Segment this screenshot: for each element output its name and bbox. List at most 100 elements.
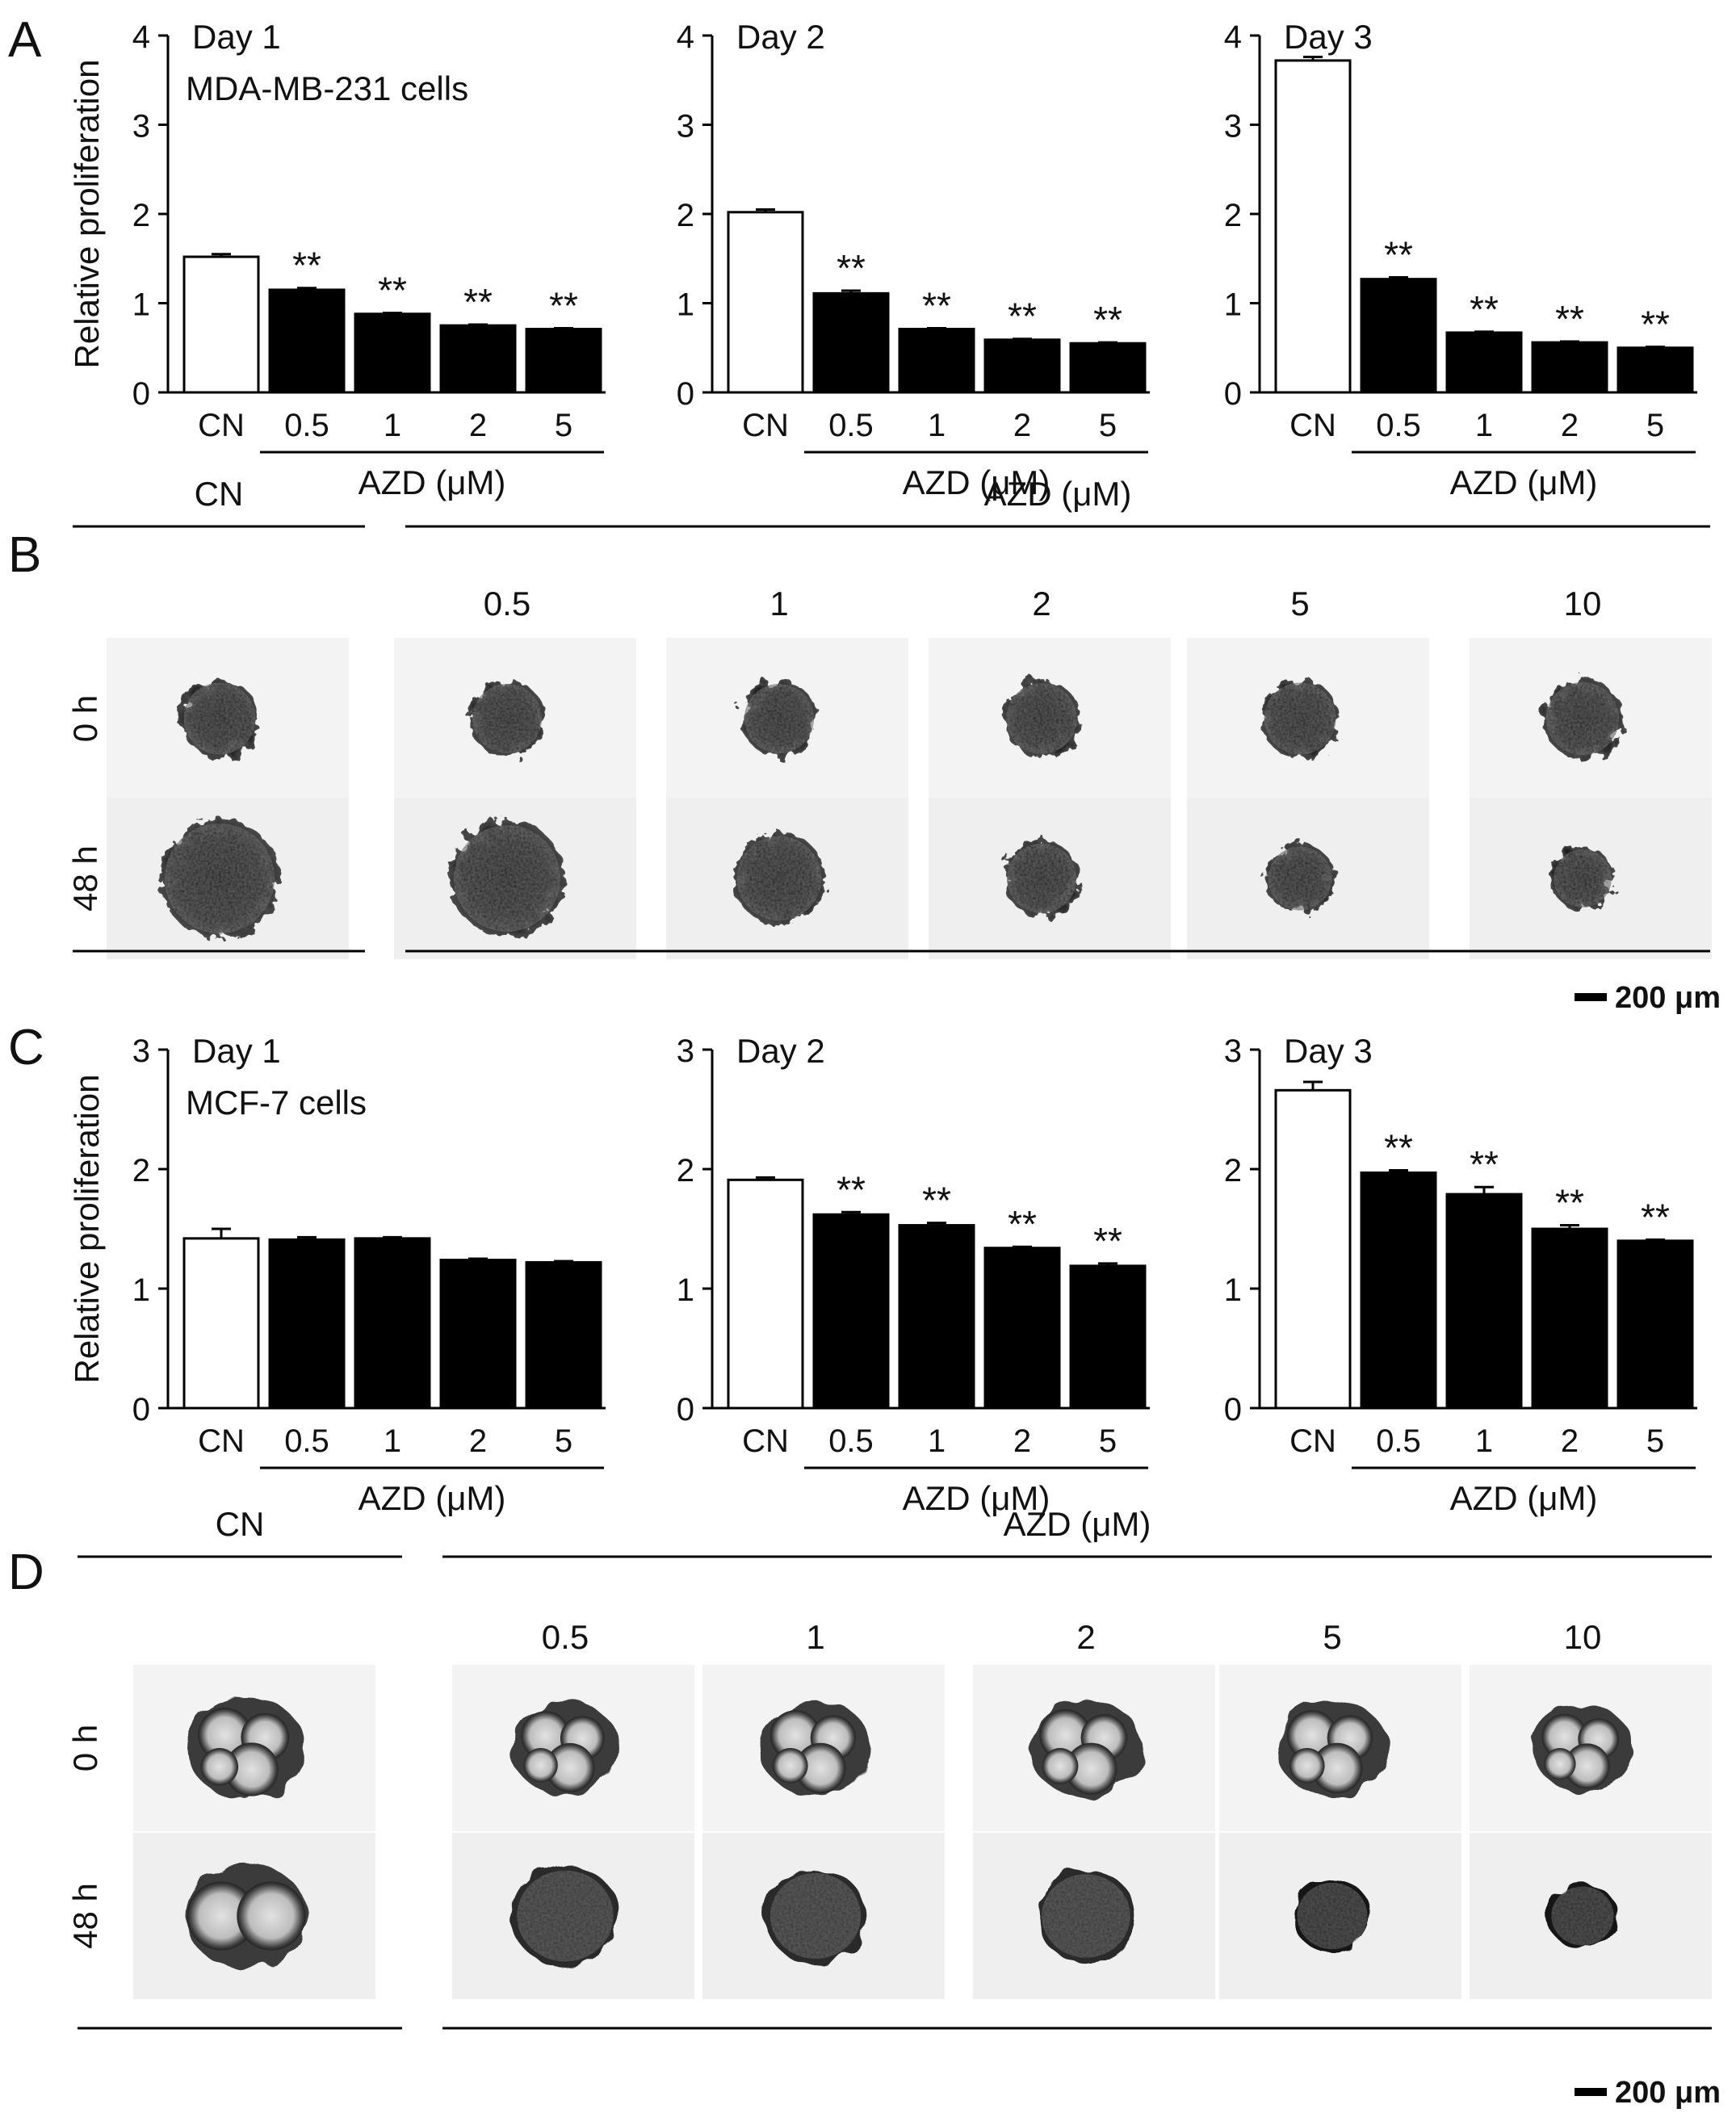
spheroid-texture [1042, 1874, 1130, 1958]
chart-subtitle: MCF-7 cells [186, 1084, 367, 1121]
bar [727, 211, 804, 394]
bar [268, 288, 346, 394]
x-tick-label: 1 [928, 1423, 946, 1459]
spheroid-texture [1297, 1882, 1368, 1950]
x-tick-label: 2 [1013, 1423, 1031, 1459]
significance-label: ** [1093, 299, 1122, 341]
x-tick-label: 5 [1099, 1423, 1117, 1459]
x-tick-label: CN [198, 408, 245, 443]
spheroid-texture [453, 824, 561, 933]
spheroid-image-panels: CN AZD (μM) 0.5 1 2 5 1 0 0 h 48 h 200 μm CN AZD (μM… [66, 475, 1721, 2110]
significance-label: ** [1470, 288, 1499, 330]
scale-bar-label: 200 μm [1615, 981, 1721, 1015]
x-axis-label: AZD (μM) [903, 1479, 1050, 1517]
significance-label: ** [1470, 1143, 1499, 1185]
bar [1069, 342, 1147, 394]
spheroid-lobe [795, 1742, 846, 1794]
significance-label: ** [1384, 1126, 1413, 1168]
x-tick-label: 2 [469, 408, 487, 443]
significance-label: ** [549, 284, 578, 326]
chart-c-1: 0 1 2 3 CN 0.5 1 2 5 AZD (μM) Day 1 MCF-7 cells Rela… [68, 1032, 606, 1517]
y-tick-label: 1 [1224, 287, 1242, 323]
bar [1531, 341, 1608, 394]
bar [354, 1237, 431, 1410]
x-tick-label: 1 [384, 1423, 401, 1459]
y-tick-label: 3 [677, 109, 694, 145]
spheroid-texture [1545, 681, 1620, 756]
spheroid-texture [744, 683, 815, 754]
y-tick-label: 3 [132, 109, 150, 145]
y-tick-label: 3 [1224, 1033, 1242, 1069]
control-label: CN [216, 1505, 265, 1543]
bar [1616, 346, 1694, 394]
x-tick-label: 2 [1561, 408, 1579, 443]
spheroid-lobe [187, 1881, 256, 1951]
significance-label: ** [837, 1168, 866, 1210]
y-tick-label: 2 [677, 1153, 694, 1188]
dose-label: 5 [1323, 1618, 1341, 1656]
bar [525, 1260, 602, 1410]
y-tick-label: 4 [1224, 19, 1242, 55]
row-label: 0 h [66, 695, 104, 742]
spheroid-texture [1554, 849, 1612, 908]
significance-label: ** [1555, 1182, 1584, 1224]
y-tick-label: 0 [677, 1392, 694, 1427]
panel-label-a: A [8, 12, 42, 68]
chart-title: Day 2 [736, 18, 825, 56]
row-label: 0 h [66, 1725, 104, 1771]
y-axis-label: Relative proliferation [68, 60, 106, 369]
x-tick-label: 0.5 [1376, 1423, 1421, 1459]
x-tick-label: 2 [1013, 408, 1031, 443]
bar [983, 1247, 1061, 1410]
spheroid-texture [736, 836, 822, 921]
spheroid-texture [1551, 1886, 1614, 1946]
chart-title: Day 1 [192, 18, 281, 56]
bar [182, 1237, 260, 1410]
x-tick-label: CN [1289, 408, 1336, 443]
x-tick-label: 1 [1475, 408, 1493, 443]
spheroid-lobe [224, 1742, 279, 1796]
chart-c-3: 0 1 2 3 CN 0.5 ** 1 ** 2 ** 5 ** AZD (μM) Day 3 [1224, 1032, 1697, 1517]
x-tick-label: 1 [384, 408, 401, 443]
dose-label: 2 [1032, 585, 1050, 623]
significance-label: ** [922, 284, 951, 326]
x-axis-label: AZD (μM) [1450, 463, 1598, 501]
spheroid-lobe [1289, 1748, 1325, 1784]
spheroid-lobe [545, 1742, 595, 1792]
x-tick-label: 0.5 [1376, 408, 1421, 443]
bar [525, 328, 602, 394]
chart-title: Day 2 [736, 1032, 825, 1070]
bar [182, 255, 260, 394]
bar [898, 328, 975, 394]
y-tick-label: 1 [132, 1272, 150, 1308]
y-tick-label: 2 [1224, 1153, 1242, 1188]
bar [983, 338, 1061, 394]
bar [1445, 331, 1523, 394]
spheroid-texture [517, 1870, 614, 1962]
bar [1445, 1193, 1523, 1410]
chart-title: Day 1 [192, 1032, 281, 1070]
x-axis-label: AZD (μM) [359, 463, 506, 501]
x-tick-label: CN [742, 1423, 789, 1459]
dose-label: 2 [1076, 1618, 1095, 1656]
significance-label: ** [1093, 1220, 1122, 1262]
control-label: CN [195, 475, 244, 513]
significance-label: ** [292, 245, 321, 287]
y-tick-label: 0 [132, 1392, 150, 1427]
significance-label: ** [922, 1180, 951, 1222]
x-axis-label: AZD (μM) [1450, 1479, 1598, 1517]
chart-title: Day 3 [1284, 18, 1373, 56]
dose-label: 5 [1290, 585, 1309, 623]
spheroid-texture [1006, 683, 1077, 754]
y-tick-label: 3 [132, 1033, 150, 1069]
significance-label: ** [1641, 1196, 1670, 1238]
spheroid-lobe [200, 1748, 239, 1786]
x-tick-label: 1 [928, 408, 946, 443]
spheroid-lobe [1312, 1742, 1363, 1794]
y-tick-label: 1 [132, 287, 150, 323]
significance-label: ** [463, 281, 493, 323]
row-label: 48 h [66, 1883, 104, 1949]
y-tick-label: 4 [677, 19, 694, 55]
spheroid-texture [1264, 682, 1336, 755]
